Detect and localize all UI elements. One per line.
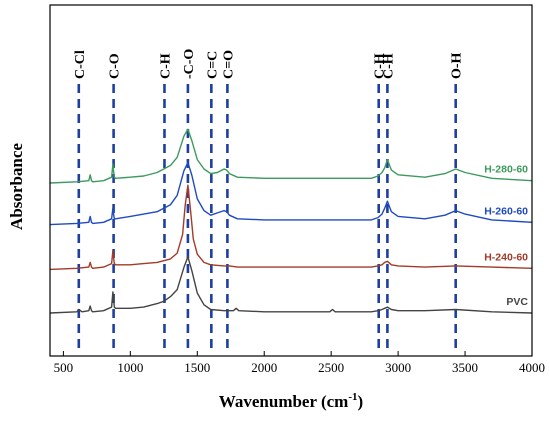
x-axis-title-main: Wavenumber (cm	[219, 392, 349, 411]
series-label-1: H-260-60	[484, 205, 528, 217]
x-tick-label-2: 1500	[184, 360, 210, 375]
x-tick-label-1: 1000	[117, 360, 143, 375]
band-label-3: -C-O	[182, 49, 197, 79]
series-line-1	[49, 161, 533, 226]
series-layer	[49, 128, 533, 314]
x-ticks-layer: 500 1000 1500 2000 2500 3000 3500 4000	[54, 351, 545, 375]
series-line-3	[49, 256, 533, 314]
series-label-3: PVC	[506, 296, 528, 308]
band-label-8: O-H	[450, 52, 465, 79]
series-line-0	[49, 128, 533, 184]
x-axis-title: Wavenumber (cm-1)	[219, 391, 363, 411]
x-tick-label-0: 500	[54, 360, 74, 375]
y-axis-title: Absorbance	[7, 143, 26, 230]
x-axis-title-exponent: -1	[348, 391, 357, 403]
x-tick-label-3: 2000	[251, 360, 277, 375]
band-label-6: C-H	[373, 53, 388, 79]
x-axis-title-close: )	[358, 392, 364, 411]
x-tick-label-6: 3500	[452, 360, 478, 375]
x-tick-label-4: 2500	[318, 360, 344, 375]
series-label-2: H-240-60	[484, 251, 528, 263]
band-labels-layer: C-Cl C-O C-H -C-O C=C C=O C-HC-H O-H	[73, 49, 465, 79]
band-label-5: C=O	[221, 50, 236, 79]
series-line-2	[49, 184, 533, 271]
x-tick-label-7: 4000	[519, 360, 545, 375]
series-labels-layer: H-280-60 H-260-60 H-240-60 PVC	[484, 164, 528, 308]
band-label-4: C=C	[205, 51, 220, 79]
band-label-0: C-Cl	[73, 50, 88, 79]
band-label-1: C-O	[108, 53, 123, 79]
x-tick-label-5: 3000	[385, 360, 411, 375]
band-label-2: C-H	[158, 53, 173, 79]
band-label-7: C-H	[381, 53, 396, 79]
plot-frame	[49, 4, 533, 357]
series-label-0: H-280-60	[484, 164, 528, 176]
